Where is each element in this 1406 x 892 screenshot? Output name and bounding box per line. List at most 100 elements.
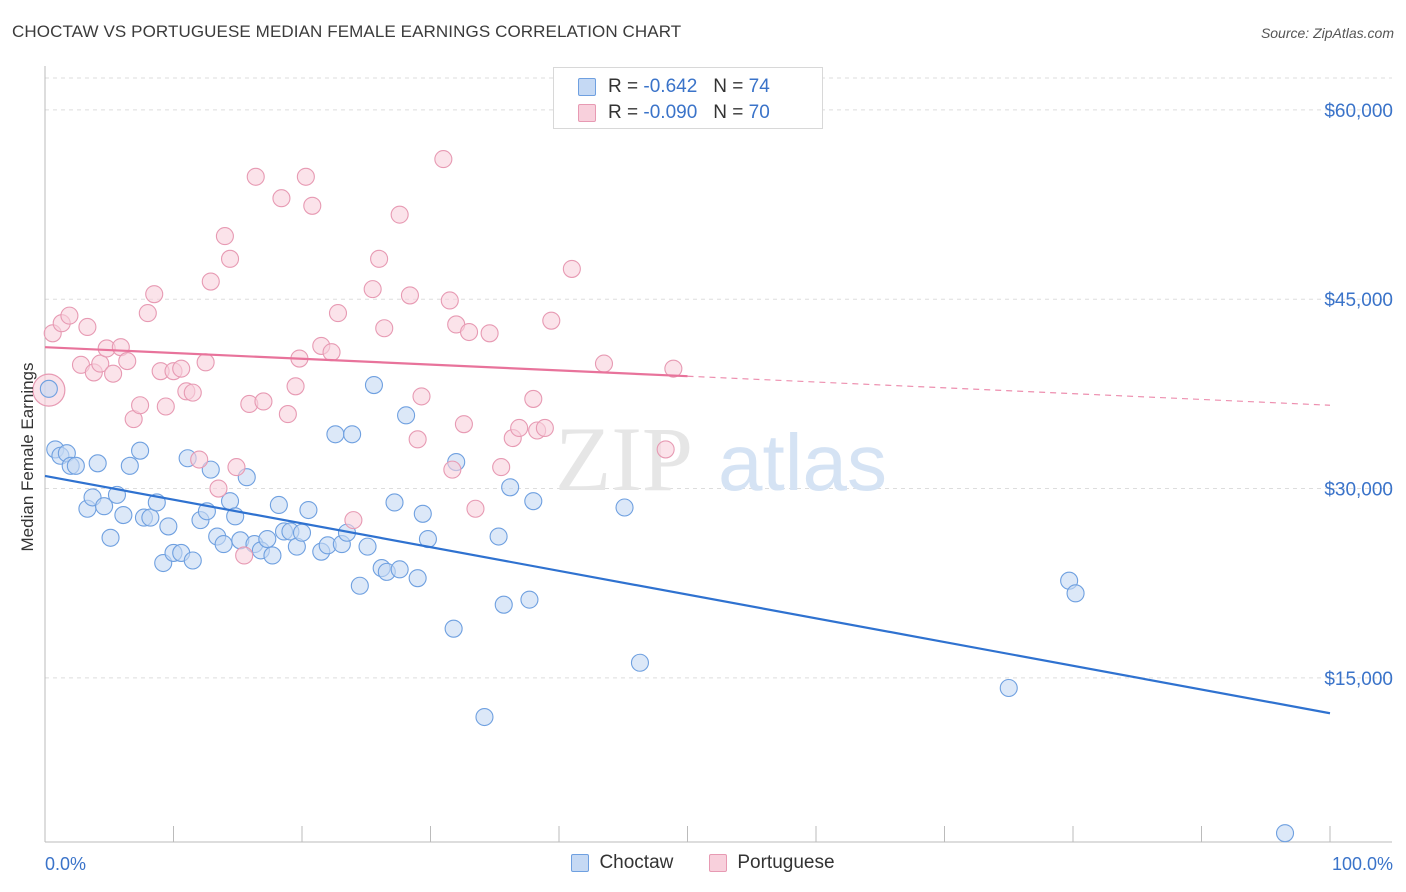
legend-label-portuguese: Portuguese: [737, 852, 835, 873]
series-legend: Choctaw Portuguese: [0, 852, 1406, 874]
portuguese-point: [454, 415, 473, 434]
x-tick-label: 100.0%: [1332, 854, 1393, 874]
legend-n-label: N =: [713, 76, 744, 97]
portuguese-point: [400, 286, 419, 305]
portuguese-point: [412, 387, 431, 406]
portuguese-point: [408, 430, 427, 449]
choctaw-point: [101, 528, 120, 547]
choctaw-point: [999, 678, 1018, 698]
choctaw-point: [201, 460, 220, 479]
choctaw-point: [39, 379, 58, 398]
trend-layer: [44, 346, 1331, 715]
portuguese-point: [254, 392, 273, 411]
choctaw-point: [385, 493, 404, 512]
portuguese-point: [131, 396, 150, 415]
portuguese-point: [562, 259, 581, 278]
watermark-atlas: atlas: [718, 418, 887, 507]
portuguese-trendline-extension: [687, 375, 1331, 406]
portuguese-point: [91, 354, 110, 373]
portuguese-point: [118, 352, 137, 371]
choctaw-swatch: [571, 854, 590, 872]
portuguese-point: [60, 306, 79, 325]
choctaw-point: [159, 517, 178, 536]
y-tick-label: $60,000: [1324, 101, 1393, 122]
choctaw-point: [214, 535, 233, 554]
portuguese-point: [344, 511, 363, 530]
portuguese-point: [434, 150, 453, 169]
choctaw-point: [358, 537, 377, 556]
portuguese-point: [104, 364, 123, 383]
grid-layer: [45, 77, 1392, 679]
points-layer: [32, 150, 1295, 843]
legend-r-value: -0.642: [643, 76, 698, 97]
choctaw-point: [114, 506, 133, 525]
portuguese-point: [594, 354, 614, 373]
choctaw-point: [343, 425, 362, 444]
portuguese-point: [220, 249, 240, 268]
portuguese-point: [480, 324, 499, 343]
choctaw-trendline: [44, 474, 1331, 715]
choctaw-point: [292, 523, 312, 542]
source-label: Source: ZipAtlas.com: [1260, 25, 1394, 41]
choctaw-point: [131, 441, 150, 460]
portuguese-point: [656, 440, 675, 459]
portuguese-point: [466, 499, 485, 518]
choctaw-point: [524, 492, 543, 511]
choctaw-point: [258, 529, 277, 549]
legend-n-label: N =: [713, 102, 744, 123]
choctaw-point: [141, 508, 160, 527]
portuguese-point: [235, 546, 254, 565]
portuguese-point: [328, 304, 348, 323]
y-axis-title: Median Female Earnings: [18, 363, 37, 552]
legend-r-label: R =: [608, 102, 639, 123]
choctaw-point: [501, 478, 520, 497]
portuguese-point: [524, 389, 543, 408]
portuguese-point: [322, 343, 341, 362]
choctaw-point: [364, 375, 384, 395]
choctaw-swatch: [578, 78, 596, 96]
choctaw-point: [66, 456, 85, 475]
legend-item-portuguese[interactable]: Portuguese: [709, 852, 835, 874]
portuguese-point: [78, 317, 97, 337]
choctaw-point: [120, 456, 139, 475]
portuguese-swatch: [578, 104, 596, 122]
portuguese-point: [390, 205, 409, 224]
choctaw-point: [630, 653, 650, 672]
portuguese-swatch: [709, 854, 728, 872]
legend-row-portuguese: R = -0.090 N = 70: [578, 101, 770, 125]
choctaw-point: [475, 707, 494, 727]
choctaw-point: [1275, 824, 1295, 843]
portuguese-point: [363, 280, 382, 299]
legend-item-choctaw[interactable]: Choctaw: [571, 852, 673, 874]
portuguese-trendline: [44, 346, 688, 378]
portuguese-point: [510, 418, 529, 438]
portuguese-point: [443, 460, 462, 479]
y-tick-label: $45,000: [1324, 290, 1393, 311]
watermark: ZIP atlas: [555, 408, 887, 510]
portuguese-point: [196, 353, 215, 372]
legend-n-value: 74: [748, 76, 770, 97]
choctaw-point: [408, 569, 427, 588]
x-tick-label: 0.0%: [45, 854, 86, 874]
portuguese-point: [664, 359, 683, 378]
choctaw-point: [520, 590, 539, 609]
portuguese-point: [542, 311, 561, 330]
choctaw-point: [326, 425, 345, 444]
choctaw-point: [95, 497, 114, 516]
portuguese-point: [209, 479, 228, 498]
legend-n-value: 70: [748, 102, 770, 123]
choctaw-point: [1066, 584, 1085, 603]
portuguese-point: [286, 377, 305, 396]
portuguese-point: [215, 227, 234, 246]
choctaw-point: [489, 527, 508, 546]
choctaw-point: [397, 406, 416, 425]
label-layer: $15,000 $30,000 $45,000 $60,000 0.0% 100.0% Me…: [18, 101, 1393, 874]
y-tick-label: $15,000: [1324, 669, 1393, 690]
portuguese-point: [296, 167, 315, 186]
portuguese-point: [138, 304, 157, 323]
choctaw-point: [615, 498, 634, 517]
portuguese-point: [145, 285, 164, 304]
portuguese-point: [190, 450, 209, 469]
portuguese-point: [183, 383, 202, 402]
